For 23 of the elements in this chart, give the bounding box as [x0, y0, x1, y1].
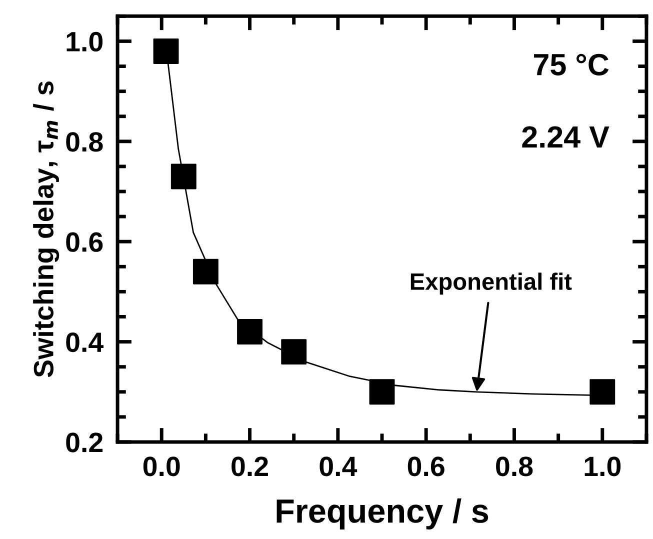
- y-tick-label: 0.8: [66, 132, 103, 152]
- point: [281, 339, 307, 365]
- x-tick-label: 0.8: [496, 456, 533, 476]
- annotation: 75 °C: [534, 54, 609, 76]
- y-tick-label: 1.0: [66, 32, 103, 52]
- point: [237, 319, 262, 344]
- annotation: Exponential fit: [410, 272, 572, 295]
- point: [369, 379, 395, 405]
- y-tick-label: 0.2: [66, 432, 103, 452]
- point: [153, 38, 179, 64]
- y-axis-title: Switching delay, τ$_{m}$ / s: [33, 81, 60, 378]
- y-tick-label: 0.6: [66, 232, 103, 252]
- x-tick-label: 0.0: [143, 456, 180, 476]
- x-tick-label: 0.4: [320, 456, 358, 476]
- x-tick-label: 0.6: [408, 456, 444, 476]
- x-axis-title: Frequency / s: [276, 498, 488, 530]
- x-tick-label: 1.0: [584, 456, 621, 476]
- point: [192, 258, 218, 284]
- annotation: 2.24 V: [522, 126, 610, 148]
- y-tick-label: 0.4: [66, 332, 104, 352]
- point: [590, 379, 616, 405]
- x-tick-label: 0.2: [232, 456, 268, 476]
- point: [170, 164, 196, 190]
